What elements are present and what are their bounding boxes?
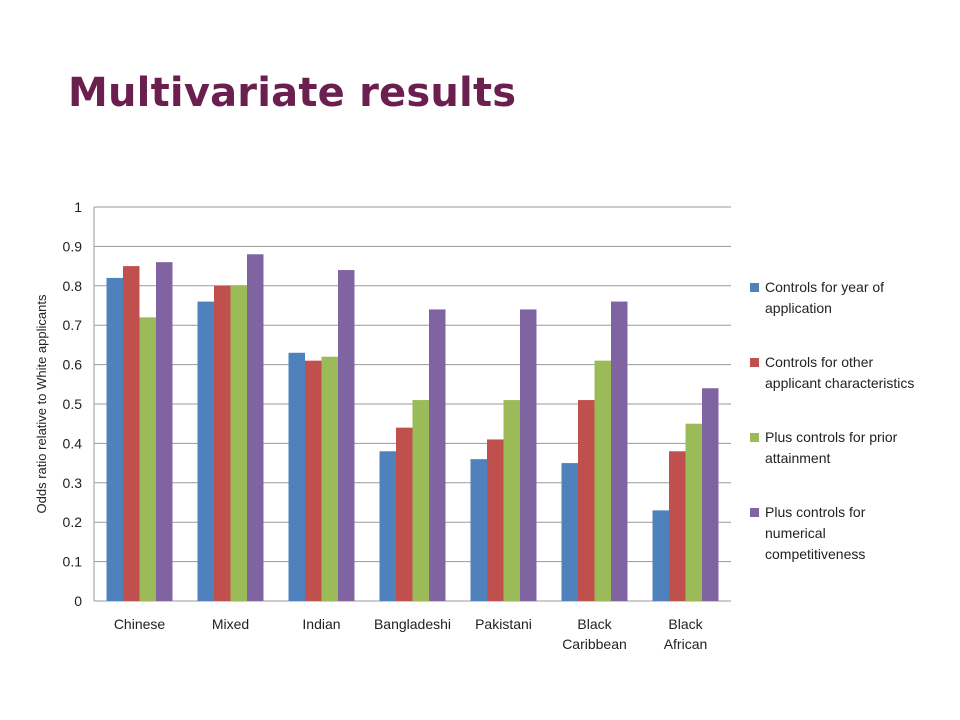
bar-series-3 — [685, 423, 702, 601]
legend-swatch — [750, 358, 759, 367]
x-category-label: Black — [577, 616, 612, 632]
x-category-label: Caribbean — [562, 636, 627, 652]
legend-label: competitiveness — [765, 546, 865, 562]
bar-series-3 — [503, 400, 520, 601]
x-category-label: Mixed — [212, 616, 249, 632]
bar-series-3 — [139, 317, 156, 601]
legend-label: Plus controls for prior — [765, 429, 898, 445]
y-tick-label: 0.8 — [63, 278, 83, 294]
legend-label: Controls for other — [765, 354, 873, 370]
bar-series-1 — [561, 463, 578, 601]
x-category-label: African — [664, 636, 708, 652]
bar-series-2 — [669, 451, 686, 601]
y-tick-label: 0 — [74, 593, 82, 609]
bar-series-3 — [230, 285, 247, 601]
y-tick-label: 1 — [74, 199, 82, 215]
bar-series-2 — [578, 400, 595, 601]
bar-series-1 — [470, 459, 487, 601]
legend-swatch — [750, 433, 759, 442]
bar-series-1 — [106, 277, 123, 601]
bar-series-1 — [652, 510, 669, 601]
bar-series-1 — [197, 301, 214, 601]
x-category-label: Pakistani — [475, 616, 532, 632]
bar-series-4 — [247, 254, 264, 601]
y-tick-label: 0.2 — [63, 514, 83, 530]
x-category-label: Indian — [302, 616, 340, 632]
bar-series-2 — [123, 266, 140, 601]
legend-swatch — [750, 508, 759, 517]
bar-series-4 — [520, 309, 537, 601]
y-tick-label: 0.3 — [63, 475, 83, 491]
y-tick-label: 0.5 — [63, 396, 83, 412]
bar-series-4 — [702, 388, 719, 601]
bar-series-4 — [338, 270, 355, 601]
bar-series-3 — [412, 400, 429, 601]
legend-label: applicant characteristics — [765, 375, 914, 391]
bar-series-2 — [214, 285, 231, 601]
y-tick-label: 0.4 — [63, 435, 83, 451]
legend-label: Controls for year of — [765, 279, 884, 295]
bar-series-3 — [594, 360, 611, 601]
bar-series-2 — [396, 427, 413, 601]
x-category-label: Black — [668, 616, 703, 632]
bar-series-4 — [429, 309, 446, 601]
y-tick-label: 0.7 — [63, 317, 83, 333]
legend-label: Plus controls for — [765, 504, 866, 520]
x-category-label: Chinese — [114, 616, 166, 632]
y-tick-label: 0.1 — [63, 554, 83, 570]
x-category-label: Bangladeshi — [374, 616, 451, 632]
bar-series-1 — [379, 451, 396, 601]
bar-series-4 — [156, 262, 173, 601]
slide-title: Multivariate results — [68, 70, 517, 116]
legend-label: attainment — [765, 450, 830, 466]
y-axis-label: Odds ratio relative to White applicants — [34, 294, 49, 513]
bar-series-2 — [487, 439, 504, 601]
y-tick-label: 0.6 — [63, 357, 83, 373]
bar-series-3 — [321, 356, 338, 601]
y-tick-label: 0.9 — [63, 238, 83, 254]
legend-label: application — [765, 300, 832, 316]
bar-series-1 — [288, 352, 305, 601]
bar-series-4 — [611, 301, 628, 601]
bar-series-2 — [305, 360, 322, 601]
legend-label: numerical — [765, 525, 826, 541]
legend-swatch — [750, 283, 759, 292]
